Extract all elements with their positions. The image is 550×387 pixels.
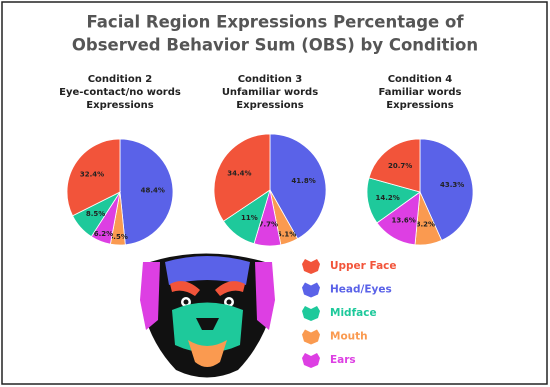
data-label: 34.4% xyxy=(227,170,251,178)
legend-label: Ears xyxy=(330,354,356,366)
pie-slice xyxy=(368,138,421,193)
pie-slice xyxy=(269,133,327,240)
legend-icon xyxy=(302,353,320,368)
dog-illustration xyxy=(140,253,275,378)
data-label: 4.5% xyxy=(108,233,127,241)
data-label: 8.2% xyxy=(416,220,435,228)
pie-slice xyxy=(213,133,271,222)
data-label: 5.1% xyxy=(277,231,296,239)
pie-slice xyxy=(419,138,474,241)
pie-title: Familiar words xyxy=(378,87,461,98)
data-label: 13.6% xyxy=(391,216,415,224)
legend-icon xyxy=(302,329,320,345)
legend-label: Upper Face xyxy=(330,260,397,272)
pie-title: Unfamiliar words xyxy=(222,87,318,98)
title-line: Facial Region Expressions Percentage of xyxy=(86,13,464,32)
pie-title: Condition 2 xyxy=(88,74,153,85)
data-label: 43.3% xyxy=(440,181,464,189)
pie-title: Expressions xyxy=(236,100,303,111)
data-label: 48.4% xyxy=(141,186,165,194)
data-label: 20.7% xyxy=(388,162,412,170)
pie-title: Eye-contact/no words xyxy=(59,87,181,98)
data-label: 6.2% xyxy=(94,230,113,238)
pie-title: Expressions xyxy=(386,100,453,111)
data-label: 7.7% xyxy=(259,221,278,229)
pie-title: Condition 3 xyxy=(238,74,303,85)
pie-title: Expressions xyxy=(86,100,153,111)
data-label: 11% xyxy=(241,214,258,222)
legend-label: Mouth xyxy=(330,331,368,343)
data-label: 41.8% xyxy=(291,177,315,185)
legend-label: Midface xyxy=(330,307,377,319)
legend-label: Head/Eyes xyxy=(330,284,392,296)
legend-icon xyxy=(302,306,320,321)
pie-slice xyxy=(66,138,121,217)
pie-title: Condition 4 xyxy=(388,74,453,85)
data-label: 14.2% xyxy=(375,194,399,202)
title-line: Observed Behavior Sum (OBS) by Condition xyxy=(72,36,478,55)
legend-icon xyxy=(302,259,320,274)
data-label: 8.5% xyxy=(86,210,105,218)
data-label: 32.4% xyxy=(80,171,104,179)
legend-icon xyxy=(302,282,320,298)
pie-slice xyxy=(119,138,174,246)
